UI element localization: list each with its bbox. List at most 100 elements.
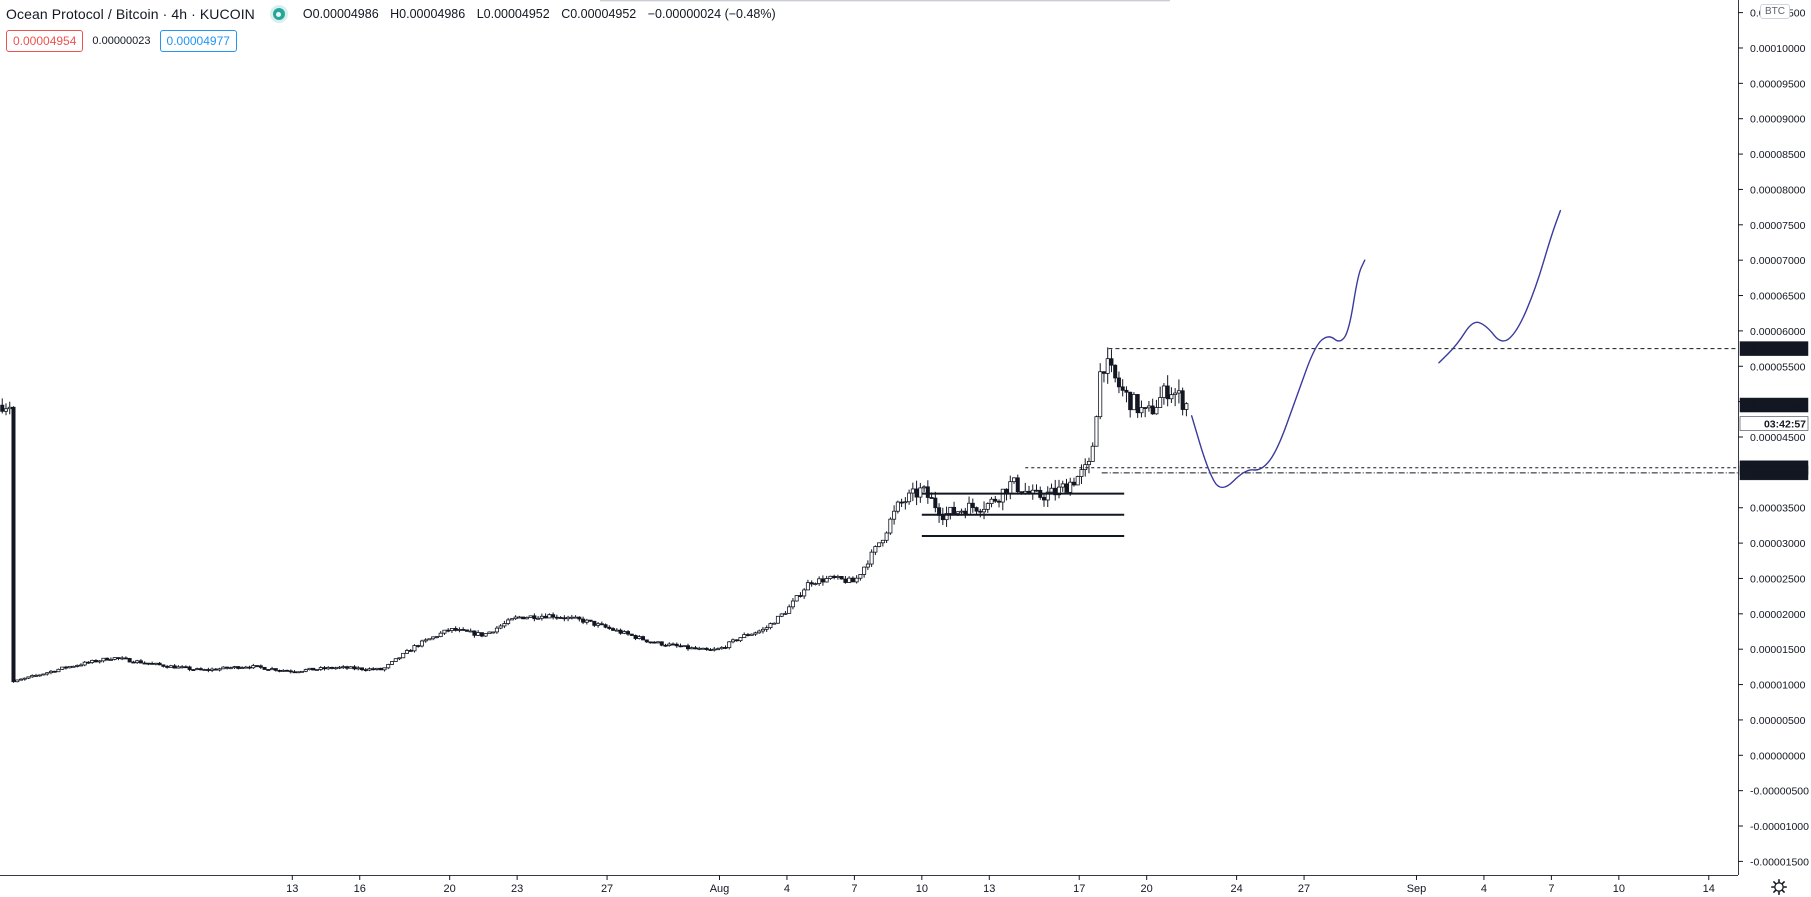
candle-body [131, 661, 136, 664]
candle-body [760, 628, 765, 632]
candle-body [1105, 358, 1110, 374]
sell-button[interactable]: 0.00004954 [6, 30, 84, 52]
toolbar-shadow [600, 0, 1170, 2]
candle-body [262, 666, 267, 670]
candle-body [449, 628, 454, 631]
price-axis-label-box [1739, 397, 1809, 413]
candle-body [521, 616, 526, 620]
candle-body [659, 641, 664, 646]
candle-body [273, 668, 278, 671]
buy-button[interactable]: 0.00004977 [159, 30, 237, 52]
candle-body [674, 643, 679, 647]
candle-body [850, 577, 855, 583]
candle-body [566, 616, 571, 620]
candle-body [225, 666, 230, 669]
candle-body [783, 612, 788, 615]
candle-body [389, 661, 394, 665]
price-tick-label: -0.00001500 [1750, 856, 1809, 868]
currency-label[interactable]: BTC [1760, 4, 1790, 19]
candle-body [592, 620, 597, 626]
candle-body [708, 649, 713, 651]
candle-body [693, 647, 698, 650]
candle-body [217, 668, 222, 671]
candle-body [584, 619, 589, 623]
candle-body [48, 670, 53, 674]
candle-body [97, 660, 102, 663]
candle-body [427, 638, 432, 641]
candle-body [802, 589, 807, 597]
candle-body [120, 657, 125, 660]
candle-body [933, 497, 938, 509]
candle-body [798, 595, 803, 597]
candle-body [78, 664, 83, 667]
candle-body [446, 629, 451, 632]
candle-body [1128, 391, 1133, 411]
candle-body [719, 647, 724, 650]
candle-body [67, 665, 72, 669]
candle-body [1068, 481, 1073, 493]
candle-body [1064, 483, 1069, 493]
candle-body [494, 627, 499, 633]
candle-body [667, 643, 672, 646]
candle-body [318, 667, 323, 670]
candle-body [922, 486, 927, 489]
candle-body [1083, 464, 1088, 470]
candle-body [1053, 487, 1058, 496]
settings-gear-icon[interactable] [1771, 879, 1787, 895]
candle-body [506, 619, 511, 624]
price-tick-label: 0.00007000 [1750, 255, 1806, 267]
candle-body [18, 678, 23, 681]
candle-body [90, 659, 95, 663]
candle-body [60, 666, 65, 670]
candle-body [536, 617, 541, 620]
candle-body [704, 647, 709, 650]
candle-body [404, 650, 409, 654]
candle-body [787, 606, 792, 614]
candle-body [386, 664, 391, 669]
candle-body [367, 668, 372, 671]
candle-body [925, 486, 930, 498]
candle-body [359, 667, 364, 671]
candle-body [843, 578, 848, 583]
candle-body [1090, 445, 1095, 462]
candle-body [157, 662, 162, 666]
candle-body [146, 662, 151, 665]
candle-body [333, 667, 338, 670]
candle-body [554, 616, 559, 619]
time-tick-label: 24 [1230, 883, 1242, 895]
candle-body [33, 674, 38, 677]
candle-body [75, 665, 80, 667]
candle-body [487, 631, 492, 635]
candle-body [240, 667, 245, 669]
candle-body [596, 623, 601, 626]
candle-body [745, 634, 750, 636]
price-axis: 0.000105000.000100000.000095000.00009000… [1738, 8, 1809, 868]
candle-body [910, 488, 915, 494]
candle-body [419, 640, 424, 647]
candle-body [1180, 390, 1185, 410]
candle-body [1109, 358, 1114, 366]
candle-body [847, 577, 852, 583]
candle-body [727, 641, 732, 649]
candle-body [682, 645, 687, 648]
candle-body [805, 582, 810, 591]
candle-body [588, 619, 593, 622]
candle-body [944, 513, 949, 521]
candle-body [663, 644, 668, 647]
candle-body [884, 532, 889, 541]
candle-body [236, 666, 241, 669]
candle-body [517, 616, 522, 619]
candle-body [1015, 477, 1020, 493]
candle-body [914, 488, 919, 498]
candle-body [569, 616, 574, 619]
time-tick-label: 20 [444, 883, 456, 895]
candle-body [371, 668, 376, 671]
candle-body [1146, 405, 1151, 409]
candle-body [7, 406, 12, 410]
high-value: H0.00004986 [390, 7, 466, 21]
symbol-title[interactable]: Ocean Protocol / Bitcoin · 4h · KUCOIN [6, 6, 255, 22]
horizontal-levels-layer [921, 348, 1738, 538]
candle-body [858, 574, 863, 579]
candle-body [363, 669, 368, 672]
